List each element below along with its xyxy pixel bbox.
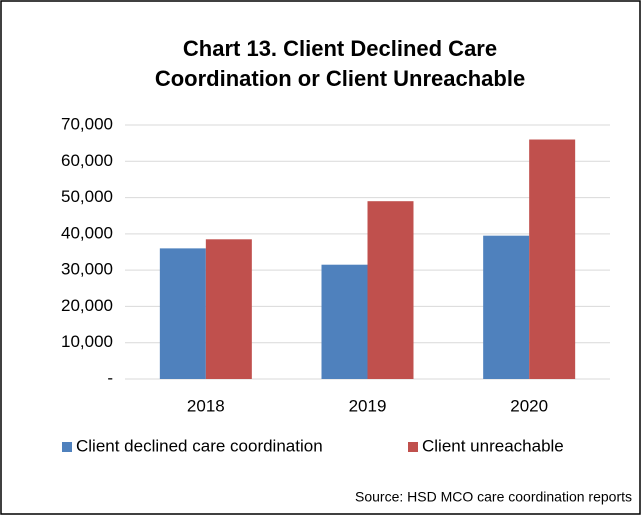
y-tick-label: 20,000 xyxy=(61,296,113,315)
y-tick-label: 30,000 xyxy=(61,260,113,279)
bar xyxy=(529,139,576,379)
y-tick-label: 10,000 xyxy=(61,332,113,351)
bar xyxy=(159,248,206,379)
x-tick-label: 2018 xyxy=(187,396,225,415)
y-tick-label: - xyxy=(107,368,113,387)
bar xyxy=(321,264,368,379)
chart-title: Coordination or Client Unreachable xyxy=(155,66,525,91)
legend-label: Client declined care coordination xyxy=(76,436,323,455)
x-tick-label: 2019 xyxy=(349,396,387,415)
legend-label: Client unreachable xyxy=(422,436,564,455)
x-tick-label: 2020 xyxy=(510,396,548,415)
chart-title: Chart 13. Client Declined Care xyxy=(183,36,497,61)
y-tick-label: 70,000 xyxy=(61,114,113,133)
bar xyxy=(483,235,530,379)
y-tick-label: 40,000 xyxy=(61,223,113,242)
legend-swatch xyxy=(62,442,72,452)
source-note: Source: HSD MCO care coordination report… xyxy=(355,489,632,505)
y-tick-label: 50,000 xyxy=(61,187,113,206)
legend-swatch xyxy=(408,442,418,452)
bar xyxy=(367,201,414,379)
y-tick-label: 60,000 xyxy=(61,151,113,170)
bar xyxy=(205,239,252,379)
